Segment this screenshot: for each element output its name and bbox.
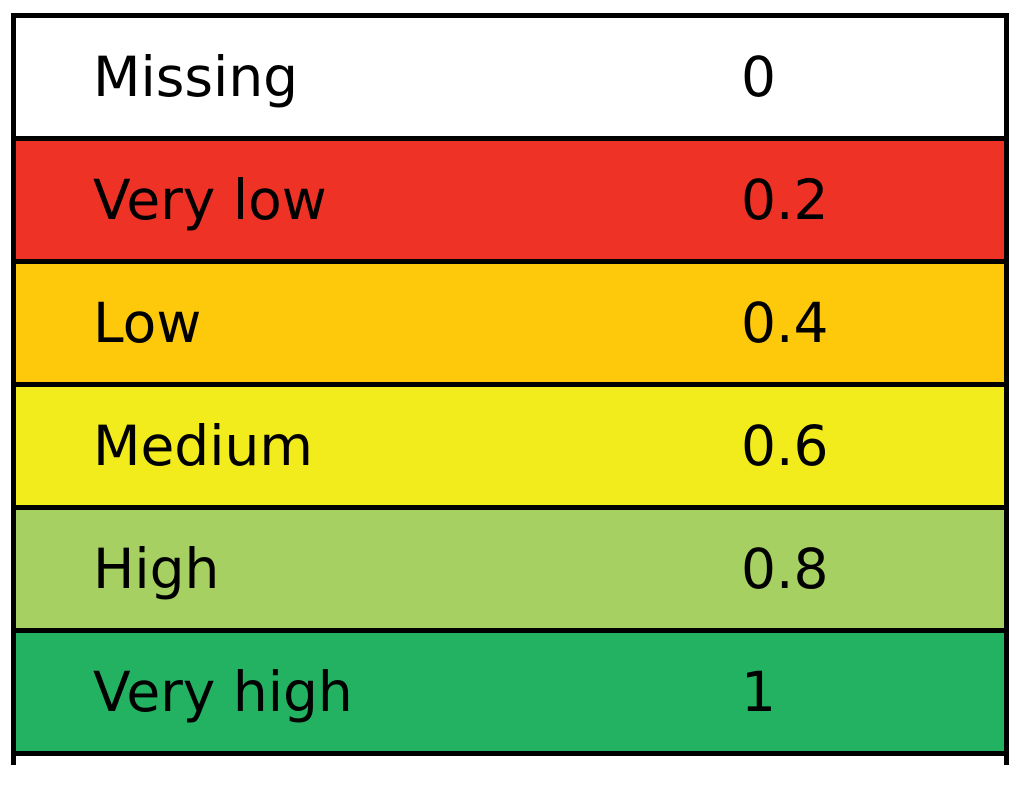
- scale-row-value: 0.6: [741, 414, 829, 478]
- scale-row-label: Medium: [93, 414, 313, 478]
- rating-scale-table: Missing 0 Very low 0.2 Low 0.4 Medium 0.…: [11, 13, 1009, 765]
- scale-row-very-low: Very low 0.2: [16, 141, 1004, 264]
- scale-row-label: Missing: [93, 45, 299, 109]
- scale-row-medium: Medium 0.6: [16, 387, 1004, 510]
- scale-row-value: 0.4: [741, 291, 829, 355]
- scale-row-high: High 0.8: [16, 510, 1004, 633]
- scale-row-value: 1: [741, 660, 776, 724]
- scale-row-low: Low 0.4: [16, 264, 1004, 387]
- scale-row-label: Low: [93, 291, 202, 355]
- scale-row-value: 0: [741, 45, 776, 109]
- scale-row-label: High: [93, 537, 220, 601]
- scale-row-missing: Missing 0: [16, 18, 1004, 141]
- scale-row-label: Very low: [93, 168, 327, 232]
- scale-row-value: 0.8: [741, 537, 829, 601]
- scale-row-very-high: Very high 1: [16, 633, 1004, 756]
- scale-row-value: 0.2: [741, 168, 829, 232]
- scale-row-label: Very high: [93, 660, 353, 724]
